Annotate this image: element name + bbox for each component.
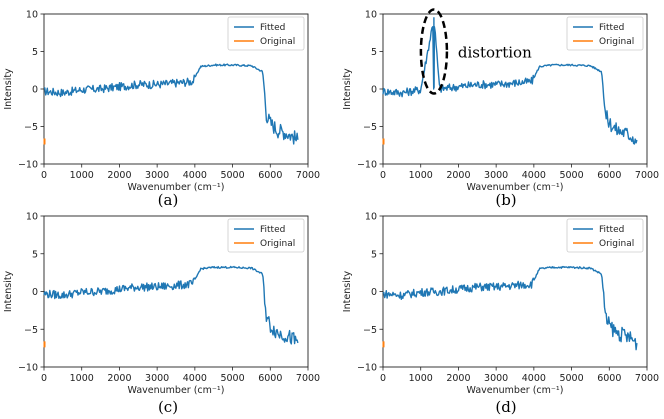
legend-fitted-label: Fitted — [260, 23, 285, 33]
y-tick-label: 0 — [32, 85, 38, 96]
legend: Fitted Original — [566, 218, 644, 253]
x-tick-label: 6000 — [597, 373, 621, 384]
x-tick-label: 7000 — [296, 170, 320, 181]
x-axis-label: Wavenumber (cm⁻¹) — [467, 182, 564, 193]
x-tick-label: 7000 — [296, 373, 320, 384]
x-tick-label: 0 — [41, 170, 47, 181]
legend-original-label: Original — [599, 37, 634, 47]
legend-original-label: Original — [260, 37, 295, 47]
x-tick-label: 0 — [380, 170, 386, 181]
legend: Fitted Original — [227, 218, 305, 253]
y-tick-label: −5 — [24, 122, 38, 133]
y-tick-label: −5 — [363, 122, 377, 133]
y-tick-label: −10 — [18, 363, 38, 374]
x-tick-label: 2000 — [446, 373, 470, 384]
fitted-series-line — [382, 265, 638, 351]
x-tick-label: 3000 — [484, 373, 508, 384]
x-tick-label: 3000 — [145, 170, 169, 181]
panel-caption: (c) — [158, 398, 178, 416]
x-axis-label: Wavenumber (cm⁻¹) — [467, 385, 564, 396]
x-tick-label: 3000 — [484, 170, 508, 181]
y-tick-label: 5 — [32, 249, 38, 260]
y-tick-label: 5 — [371, 47, 377, 58]
y-tick-label: −10 — [357, 160, 377, 171]
x-tick-label: 4000 — [183, 373, 207, 384]
y-tick-label: −5 — [24, 325, 38, 336]
legend-fitted-label: Fitted — [599, 23, 624, 33]
chart-panel-d: 0 1000 2000 3000 4000 5000 6000 7000 10 5 0 −5 −10 Wa… — [342, 212, 659, 417]
x-tick-label: 5000 — [220, 170, 244, 181]
x-tick-label: 0 — [380, 373, 386, 384]
y-tick-label: 0 — [32, 287, 38, 298]
y-tick-label: −10 — [18, 160, 38, 171]
x-tick-label: 4000 — [522, 170, 546, 181]
x-tick-label: 4000 — [522, 373, 546, 384]
panel-caption: (d) — [495, 398, 516, 416]
panel-caption: (b) — [495, 191, 516, 209]
x-tick-label: 2000 — [107, 373, 131, 384]
x-tick-label: 7000 — [635, 373, 659, 384]
x-tick-label: 6000 — [258, 373, 282, 384]
x-tick-label: 5000 — [559, 373, 583, 384]
y-tick-label: 10 — [365, 10, 377, 21]
fitted-series-line — [382, 17, 638, 145]
panel-caption: (a) — [158, 191, 179, 209]
x-tick-label: 5000 — [220, 373, 244, 384]
fitted-series-line — [43, 265, 299, 345]
x-tick-label: 1000 — [409, 373, 433, 384]
y-tick-label: 5 — [32, 47, 38, 58]
x-tick-label: 2000 — [107, 170, 131, 181]
x-axis-label: Wavenumber (cm⁻¹) — [128, 182, 225, 193]
y-axis-label: Intensity — [3, 68, 14, 110]
y-axis-label: Intensity — [3, 270, 14, 312]
x-tick-label: 1000 — [70, 373, 94, 384]
x-tick-label: 5000 — [559, 170, 583, 181]
y-tick-label: 10 — [26, 212, 38, 223]
chart-panel-a: 0 1000 2000 3000 4000 5000 6000 7000 10 5 0 −5 −10 Wa… — [3, 10, 320, 210]
distortion-annotation: distortion — [458, 44, 532, 62]
legend-fitted-label: Fitted — [599, 225, 624, 235]
y-axis-label: Intensity — [342, 270, 353, 312]
y-axis-label: Intensity — [342, 68, 353, 110]
legend-original-label: Original — [260, 239, 295, 249]
x-axis-label: Wavenumber (cm⁻¹) — [128, 385, 225, 396]
y-tick-label: −5 — [363, 325, 377, 336]
legend: Fitted Original — [227, 16, 305, 51]
y-tick-label: −10 — [357, 363, 377, 374]
y-tick-label: 10 — [26, 10, 38, 21]
legend-original-label: Original — [599, 239, 634, 249]
fitted-series-line — [43, 63, 299, 145]
y-tick-label: 5 — [371, 249, 377, 260]
legend-fitted-label: Fitted — [260, 225, 285, 235]
x-tick-label: 1000 — [409, 170, 433, 181]
legend: Fitted Original — [566, 16, 644, 51]
distortion-ellipse — [419, 8, 449, 95]
chart-panel-c: 0 1000 2000 3000 4000 5000 6000 7000 10 5 0 −5 −10 Wa… — [3, 212, 320, 417]
x-tick-label: 1000 — [70, 170, 94, 181]
y-tick-label: 10 — [365, 212, 377, 223]
x-tick-label: 4000 — [183, 170, 207, 181]
x-tick-label: 6000 — [597, 170, 621, 181]
chart-panel-b: 0 1000 2000 3000 4000 5000 6000 7000 10 5 0 −5 −10 Wa… — [342, 8, 659, 209]
x-tick-label: 0 — [41, 373, 47, 384]
x-tick-label: 7000 — [635, 170, 659, 181]
x-tick-label: 6000 — [258, 170, 282, 181]
y-tick-label: 0 — [371, 287, 377, 298]
y-tick-label: 0 — [371, 85, 377, 96]
x-tick-label: 2000 — [446, 170, 470, 181]
x-tick-label: 3000 — [145, 373, 169, 384]
